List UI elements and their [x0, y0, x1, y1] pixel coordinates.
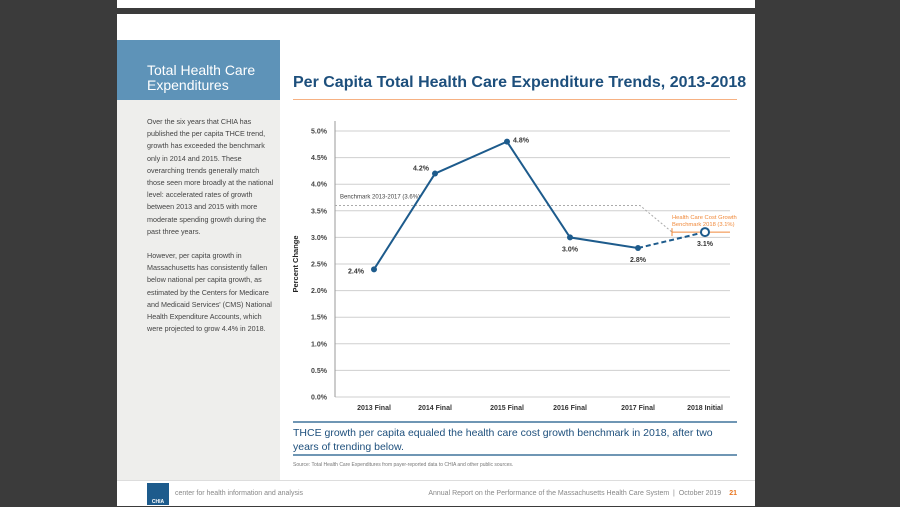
- y-tick-label: 2.0%: [311, 288, 328, 295]
- y-tick-label: 2.5%: [311, 262, 328, 269]
- footer: CHIA center for health information and a…: [117, 480, 755, 507]
- series-line: [373, 140, 639, 270]
- report-page: Total Health Care Expenditures Over the …: [117, 14, 755, 506]
- data-point: [371, 266, 377, 273]
- data-label: 2.8%: [630, 257, 647, 264]
- data-point: [635, 245, 641, 252]
- y-axis-label: Percent Change: [291, 235, 300, 292]
- sidebar-paragraph: However, per capita growth in Massachuse…: [147, 251, 272, 334]
- y-tick-label: 5.0%: [311, 129, 328, 136]
- sidebar-paragraph: Over the six years that CHIA has publish…: [147, 117, 274, 236]
- title-rule: [293, 99, 737, 100]
- x-tick-label: 2017 Final: [621, 405, 655, 412]
- y-tick-label: 1.5%: [311, 315, 328, 322]
- sidebar-text: Over the six years that CHIA has publish…: [147, 116, 275, 347]
- report-name: Annual Report on the Performance of the …: [428, 490, 670, 497]
- sidebar-heading: Total Health Care Expenditures: [117, 40, 280, 100]
- y-tick-label: 4.5%: [311, 155, 328, 162]
- benchmark-2018-label: Health Care Cost Growth: [672, 215, 737, 221]
- x-tick-label: 2016 Final: [553, 405, 587, 412]
- caption-rule-top: [293, 421, 737, 423]
- y-tick-label: 3.0%: [311, 235, 328, 242]
- source-note: Source: Total Health Care Expenditures f…: [293, 462, 514, 468]
- x-tick-label: 2013 Final: [357, 405, 391, 412]
- y-tick-label: 4.0%: [311, 182, 328, 189]
- x-tick-label: 2014 Final: [418, 405, 452, 412]
- footer-report: Annual Report on the Performance of the …: [428, 490, 737, 497]
- y-tick-label: 1.0%: [311, 341, 328, 348]
- y-tick-label: 3.5%: [311, 208, 328, 215]
- chart-caption: THCE growth per capita equaled the healt…: [293, 427, 713, 453]
- data-label: 2.4%: [348, 268, 365, 275]
- y-tick-label: 0.0%: [311, 395, 328, 402]
- data-point-projected: [700, 227, 710, 238]
- benchmark-2013-2017-label: Benchmark 2013-2017 (3.6%): [340, 194, 420, 200]
- previous-page-edge: [117, 0, 755, 8]
- sidebar: Total Health Care Expenditures Over the …: [117, 40, 280, 480]
- x-tick-label: 2018 Initial: [687, 405, 723, 412]
- data-label: 3.1%: [697, 241, 714, 248]
- data-point: [567, 234, 573, 241]
- data-label: 4.2%: [413, 166, 430, 173]
- footer-org: center for health information and analys…: [175, 490, 304, 497]
- logo-text: CHIA: [151, 499, 165, 505]
- chart-title: Per Capita Total Health Care Expenditure…: [293, 74, 747, 91]
- caption-rule-bottom: [293, 454, 737, 456]
- series-line-projected: [637, 231, 706, 250]
- page-number: 21: [729, 490, 737, 497]
- y-tick-label: 0.5%: [311, 368, 328, 375]
- benchmark-2013-2017-line: [335, 204, 673, 233]
- data-point: [504, 138, 510, 145]
- data-label: 3.0%: [562, 246, 579, 253]
- report-date: October 2019: [678, 490, 722, 497]
- data-point: [432, 170, 438, 177]
- chia-logo: CHIA: [147, 483, 169, 505]
- data-label: 4.8%: [513, 138, 530, 145]
- x-tick-label: 2015 Final: [490, 405, 524, 412]
- benchmark-2018-label: Benchmark 2018 (3.1%): [672, 222, 735, 228]
